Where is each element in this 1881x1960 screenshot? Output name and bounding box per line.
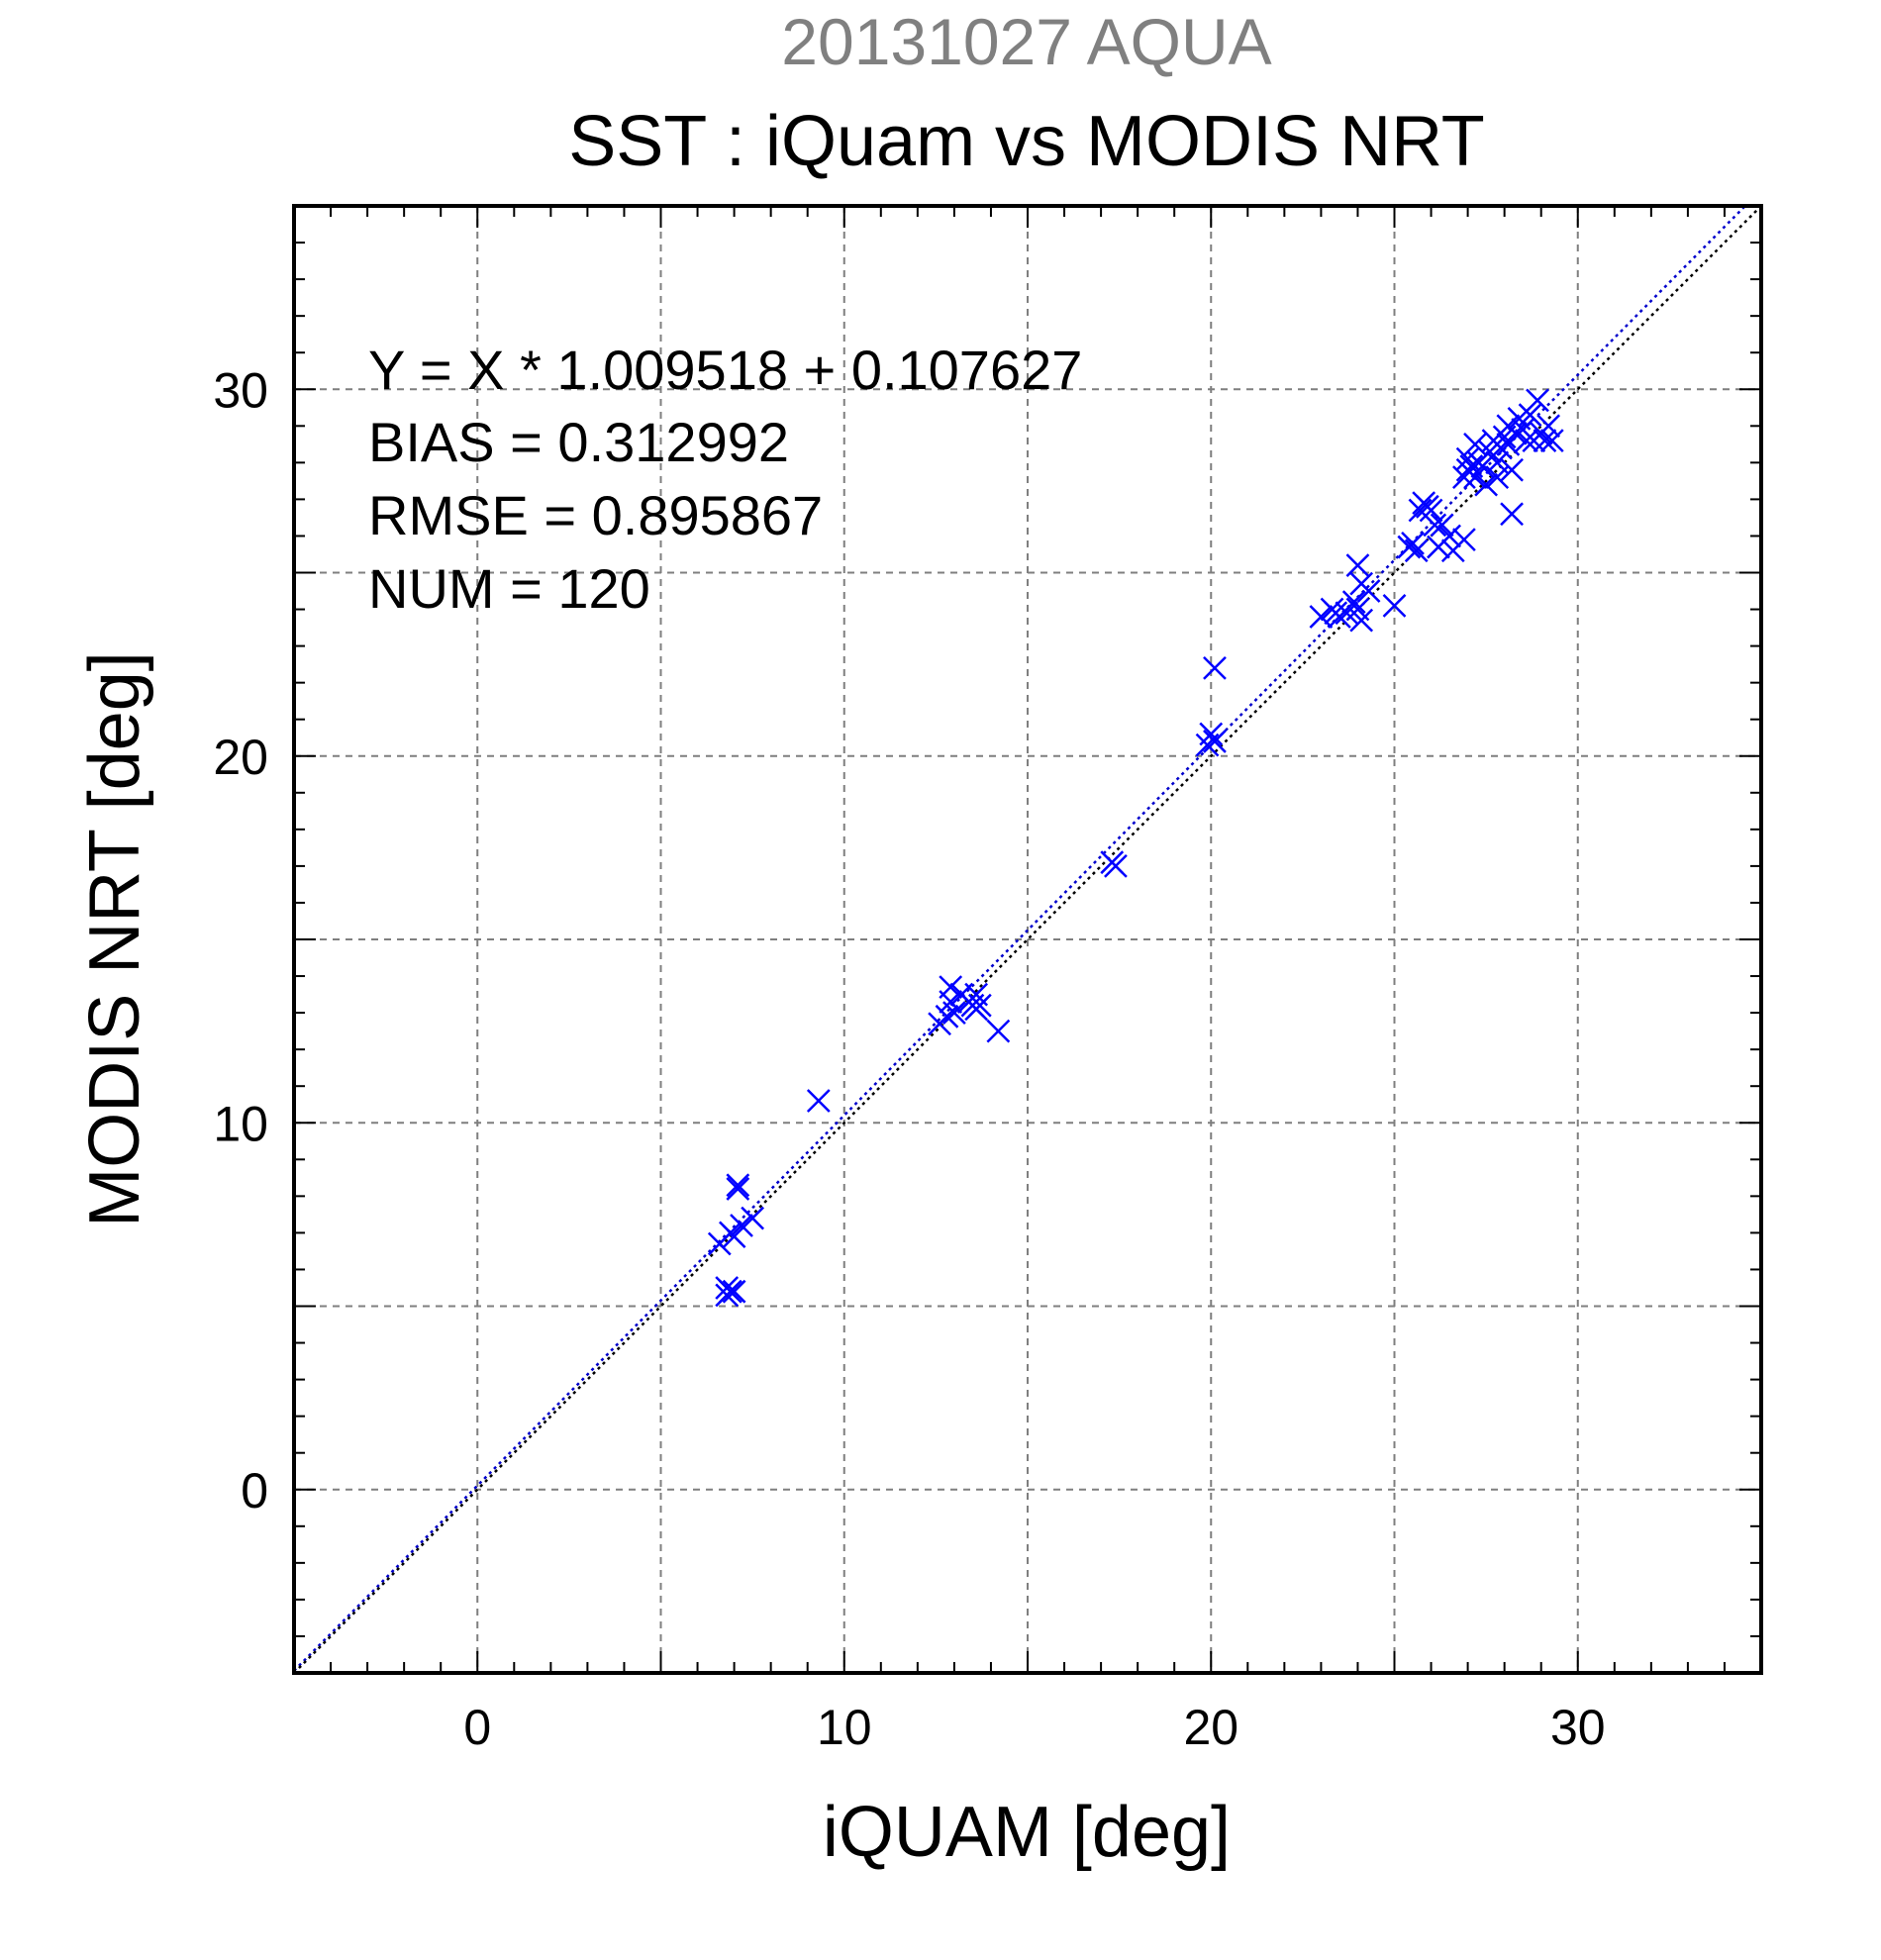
data-point <box>1485 465 1510 490</box>
data-point <box>967 993 992 1018</box>
data-point <box>1345 553 1370 577</box>
stats-bias: BIAS = 0.312992 <box>368 411 789 473</box>
x-tick-label: 10 <box>817 1700 872 1755</box>
data-point <box>1514 429 1538 453</box>
data-point <box>1382 593 1407 618</box>
stats-box: Y = X * 1.009518 + 0.107627 BIAS = 0.312… <box>368 339 1082 620</box>
data-point <box>1500 457 1524 482</box>
data-point <box>1104 854 1128 878</box>
data-point <box>1539 429 1564 453</box>
y-tick-label: 30 <box>213 362 268 418</box>
data-point <box>741 1206 765 1230</box>
stats-rmse: RMSE = 0.895867 <box>368 484 823 546</box>
chart-supertitle: 20131027 AQUA <box>781 5 1271 78</box>
data-point <box>806 1089 831 1113</box>
data-point <box>1309 605 1334 629</box>
data-point <box>726 1177 750 1201</box>
data-points <box>707 388 1564 1308</box>
data-point <box>1518 403 1542 428</box>
x-axis-label: iQUAM [deg] <box>823 1793 1231 1872</box>
data-point <box>939 975 963 1000</box>
data-point <box>1423 513 1447 538</box>
grid-lines <box>294 206 1761 1673</box>
data-point <box>942 1001 966 1025</box>
stats-num: NUM = 120 <box>368 557 650 620</box>
data-point <box>1452 528 1476 552</box>
data-point <box>730 1214 753 1237</box>
x-tick-label: 30 <box>1550 1700 1606 1755</box>
data-point <box>715 1283 740 1308</box>
data-point <box>1463 465 1487 490</box>
data-point <box>1470 454 1495 478</box>
y-tick-label: 10 <box>213 1096 268 1151</box>
plot-frame <box>292 204 1763 1675</box>
data-point <box>1503 421 1528 445</box>
x-tick-labels: 0 10 20 30 <box>463 1700 1605 1755</box>
data-point <box>986 1019 1011 1043</box>
x-tick-label: 20 <box>1183 1700 1238 1755</box>
y-tick-labels: 0 10 20 30 <box>213 362 268 1519</box>
data-point <box>1437 524 1461 548</box>
data-point <box>1404 539 1429 563</box>
y-axis-label: MODIS NRT [deg] <box>75 651 154 1227</box>
chart-title: SST : iQuam vs MODIS NRT <box>568 102 1485 181</box>
data-point <box>1199 722 1224 746</box>
data-point <box>722 1279 746 1304</box>
data-point <box>1203 730 1227 753</box>
x-tick-label: 0 <box>463 1700 491 1755</box>
data-point <box>1533 429 1557 453</box>
data-point <box>1474 472 1499 497</box>
data-point <box>1341 590 1366 615</box>
data-point <box>935 1004 959 1029</box>
data-point <box>1526 388 1549 413</box>
data-point <box>726 1173 750 1198</box>
data-point <box>722 1225 746 1248</box>
data-point <box>1500 502 1524 527</box>
data-point <box>1430 513 1454 538</box>
y-tick-label: 0 <box>241 1463 268 1519</box>
data-point <box>1349 608 1374 633</box>
stats-equation: Y = X * 1.009518 + 0.107627 <box>368 339 1082 401</box>
data-point <box>1463 432 1487 456</box>
data-point <box>1203 655 1227 680</box>
y-tick-label: 20 <box>213 730 268 785</box>
data-point <box>1419 498 1443 523</box>
data-point <box>1356 579 1381 603</box>
data-point <box>1401 531 1425 555</box>
data-point <box>1536 414 1560 439</box>
